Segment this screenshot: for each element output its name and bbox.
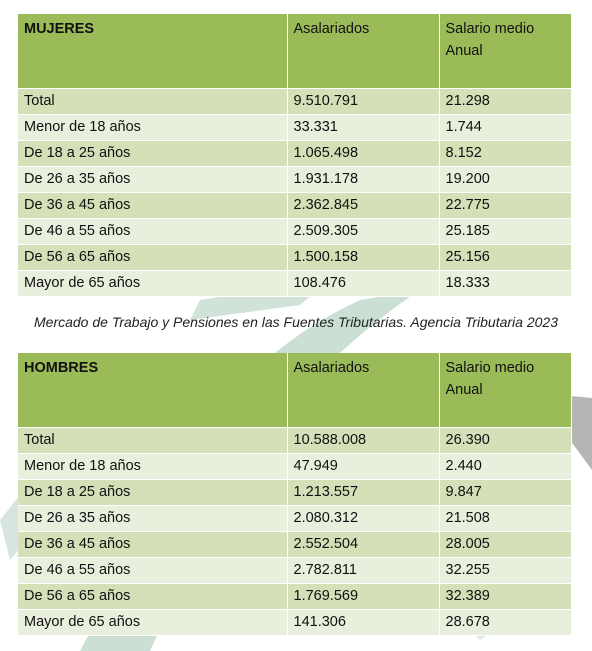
- hombres-col-asalariados: Asalariados: [287, 353, 440, 428]
- mujeres-title: MUJERES: [18, 14, 288, 89]
- row-asalariados: 2.362.845: [287, 192, 440, 219]
- table-row: Total 10.588.008 26.390: [18, 427, 572, 454]
- source-caption: Mercado de Trabajo y Pensiones en las Fu…: [34, 314, 558, 330]
- mujeres-col-salario: Salario medio Anual: [439, 14, 572, 89]
- table-row: Menor de 18 años 47.949 2.440: [18, 453, 572, 480]
- row-salario: 32.255: [439, 557, 572, 584]
- row-label: De 46 a 55 años: [18, 557, 288, 584]
- row-label: De 36 a 45 años: [18, 192, 288, 219]
- mujeres-table: MUJERES Asalariados Salario medio Anual T…: [18, 14, 572, 297]
- row-asalariados: 2.080.312: [287, 505, 440, 532]
- hombres-table: HOMBRES Asalariados Salario medio Anual T…: [18, 353, 572, 636]
- row-label: De 36 a 45 años: [18, 531, 288, 558]
- row-asalariados: 2.509.305: [287, 218, 440, 245]
- table-row: De 36 a 45 años 2.362.845 22.775: [18, 192, 572, 219]
- row-asalariados: 1.931.178: [287, 166, 440, 193]
- row-asalariados: 47.949: [287, 453, 440, 480]
- row-salario: 26.390: [439, 427, 572, 454]
- row-salario: 21.508: [439, 505, 572, 532]
- row-asalariados: 141.306: [287, 609, 440, 636]
- table-row: De 18 a 25 años 1.213.557 9.847: [18, 479, 572, 506]
- row-label: De 56 a 65 años: [18, 583, 288, 610]
- table-row: Mayor de 65 años 108.476 18.333: [18, 270, 572, 297]
- row-asalariados: 2.552.504: [287, 531, 440, 558]
- table-row: De 18 a 25 años 1.065.498 8.152: [18, 140, 572, 167]
- table-row: De 56 a 65 años 1.769.569 32.389: [18, 583, 572, 610]
- row-salario: 28.678: [439, 609, 572, 636]
- mujeres-col-salario-line1: Salario medio: [445, 21, 535, 37]
- row-salario: 9.847: [439, 479, 572, 506]
- row-label: De 26 a 35 años: [18, 166, 288, 193]
- mujeres-col-salario-line2: Anual: [445, 43, 483, 59]
- row-asalariados: 9.510.791: [287, 88, 440, 115]
- row-salario: 19.200: [439, 166, 572, 193]
- table-row: Mayor de 65 años 141.306 28.678: [18, 609, 572, 636]
- row-asalariados: 33.331: [287, 114, 440, 141]
- hombres-header-row: HOMBRES Asalariados Salario medio Anual: [18, 353, 572, 428]
- row-salario: 21.298: [439, 88, 572, 115]
- table-row: De 46 a 55 años 2.509.305 25.185: [18, 218, 572, 245]
- row-salario: 32.389: [439, 583, 572, 610]
- table-row: Menor de 18 años 33.331 1.744: [18, 114, 572, 141]
- row-salario: 25.185: [439, 218, 572, 245]
- row-salario: 8.152: [439, 140, 572, 167]
- row-salario: 28.005: [439, 531, 572, 558]
- row-label: Menor de 18 años: [18, 114, 288, 141]
- row-salario: 2.440: [439, 453, 572, 480]
- row-salario: 18.333: [439, 270, 572, 297]
- table-row: De 26 a 35 años 1.931.178 19.200: [18, 166, 572, 193]
- hombres-col-salario: Salario medio Anual: [439, 353, 572, 428]
- hombres-col-salario-line1: Salario medio: [445, 360, 535, 376]
- row-label: Mayor de 65 años: [18, 609, 288, 636]
- table-row: De 46 a 55 años 2.782.811 32.255: [18, 557, 572, 584]
- row-asalariados: 10.588.008: [287, 427, 440, 454]
- row-label: Total: [18, 88, 288, 115]
- table-row: De 56 a 65 años 1.500.158 25.156: [18, 244, 572, 271]
- table-row: De 36 a 45 años 2.552.504 28.005: [18, 531, 572, 558]
- row-asalariados: 108.476: [287, 270, 440, 297]
- table-row: De 26 a 35 años 2.080.312 21.508: [18, 505, 572, 532]
- row-label: De 56 a 65 años: [18, 244, 288, 271]
- row-asalariados: 1.065.498: [287, 140, 440, 167]
- mujeres-header-row: MUJERES Asalariados Salario medio Anual: [18, 14, 572, 89]
- row-label: Mayor de 65 años: [18, 270, 288, 297]
- row-label: De 18 a 25 años: [18, 479, 288, 506]
- row-salario: 22.775: [439, 192, 572, 219]
- hombres-title: HOMBRES: [18, 353, 288, 428]
- row-salario: 25.156: [439, 244, 572, 271]
- row-asalariados: 1.213.557: [287, 479, 440, 506]
- row-label: Total: [18, 427, 288, 454]
- row-asalariados: 2.782.811: [287, 557, 440, 584]
- row-label: De 26 a 35 años: [18, 505, 288, 532]
- row-asalariados: 1.769.569: [287, 583, 440, 610]
- table-row: Total 9.510.791 21.298: [18, 88, 572, 115]
- hombres-col-salario-line2: Anual: [445, 382, 483, 398]
- row-asalariados: 1.500.158: [287, 244, 440, 271]
- row-label: De 46 a 55 años: [18, 218, 288, 245]
- row-label: Menor de 18 años: [18, 453, 288, 480]
- row-salario: 1.744: [439, 114, 572, 141]
- mujeres-col-asalariados: Asalariados: [287, 14, 440, 89]
- row-label: De 18 a 25 años: [18, 140, 288, 167]
